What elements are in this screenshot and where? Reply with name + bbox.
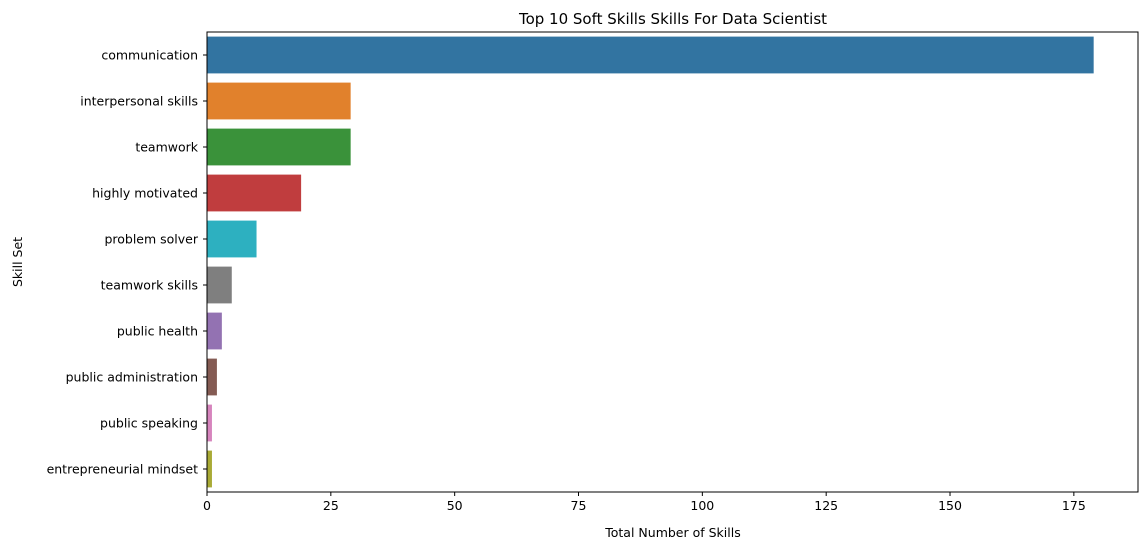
axes-frame xyxy=(206,31,1139,493)
bar-teamwork-skills xyxy=(207,266,232,304)
bar-teamwork xyxy=(207,128,351,166)
y-tick-label: entrepreneurial mindset xyxy=(47,462,199,477)
x-tick-label: 150 xyxy=(938,498,962,513)
x-tick-label: 50 xyxy=(447,498,463,513)
y-tick-label: highly motivated xyxy=(92,186,198,201)
y-tick-label: problem solver xyxy=(104,232,198,247)
plot-frame xyxy=(206,31,1139,493)
bar-highly-motivated xyxy=(207,174,302,212)
bar-communication xyxy=(207,36,1094,74)
y-axis-ticks: communication interpersonal skills teamwor… xyxy=(47,48,207,477)
x-tick-label: 75 xyxy=(571,498,587,513)
y-tick-label: teamwork skills xyxy=(101,278,198,293)
bar-public-health xyxy=(207,312,222,350)
y-tick-label: public administration xyxy=(66,370,198,385)
y-tick-label: communication xyxy=(101,48,198,63)
x-tick-label: 25 xyxy=(323,498,339,513)
bar-public-administration xyxy=(207,358,217,396)
bar-entrepreneurial-mindset xyxy=(207,450,212,488)
y-tick-label: public speaking xyxy=(100,416,198,431)
y-tick-label: teamwork xyxy=(135,140,198,155)
bar-interpersonal-skills xyxy=(207,82,351,120)
x-axis-label: Total Number of Skills xyxy=(604,525,740,540)
y-axis-label: Skill Set xyxy=(10,237,25,287)
bar-public-speaking xyxy=(207,404,212,442)
x-tick-label: 125 xyxy=(814,498,838,513)
y-tick-label: public health xyxy=(117,324,198,339)
y-tick-label: interpersonal skills xyxy=(80,94,198,109)
x-tick-label: 0 xyxy=(203,498,211,513)
bar-problem-solver xyxy=(207,220,257,258)
chart-title: Top 10 Soft Skills Skills For Data Scien… xyxy=(518,10,827,28)
x-tick-label: 175 xyxy=(1062,498,1086,513)
x-axis-ticks: 0 25 50 75 100 125 150 175 xyxy=(203,492,1086,513)
bars-layer xyxy=(207,36,1094,488)
x-tick-label: 100 xyxy=(690,498,714,513)
